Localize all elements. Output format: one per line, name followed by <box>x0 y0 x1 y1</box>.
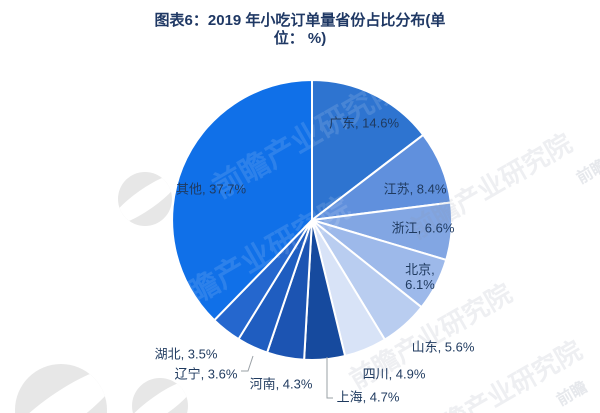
qianzhan-logo-icon <box>132 378 188 413</box>
pie-slice-广东 <box>311 78 425 223</box>
leader-line-辽宁 <box>241 355 254 372</box>
chart-title-line1: 图表6：2019 年小吃订单量省份占比分布(单 <box>154 12 446 29</box>
pie-slice-其他 <box>171 78 313 322</box>
chart-title: 图表6：2019 年小吃订单量省份占比分布(单 位： %) <box>0 12 600 48</box>
qianzhan-logo-icon <box>118 172 172 226</box>
chart-title-line2: 位： %) <box>273 30 327 47</box>
leader-line-上海 <box>326 357 333 399</box>
